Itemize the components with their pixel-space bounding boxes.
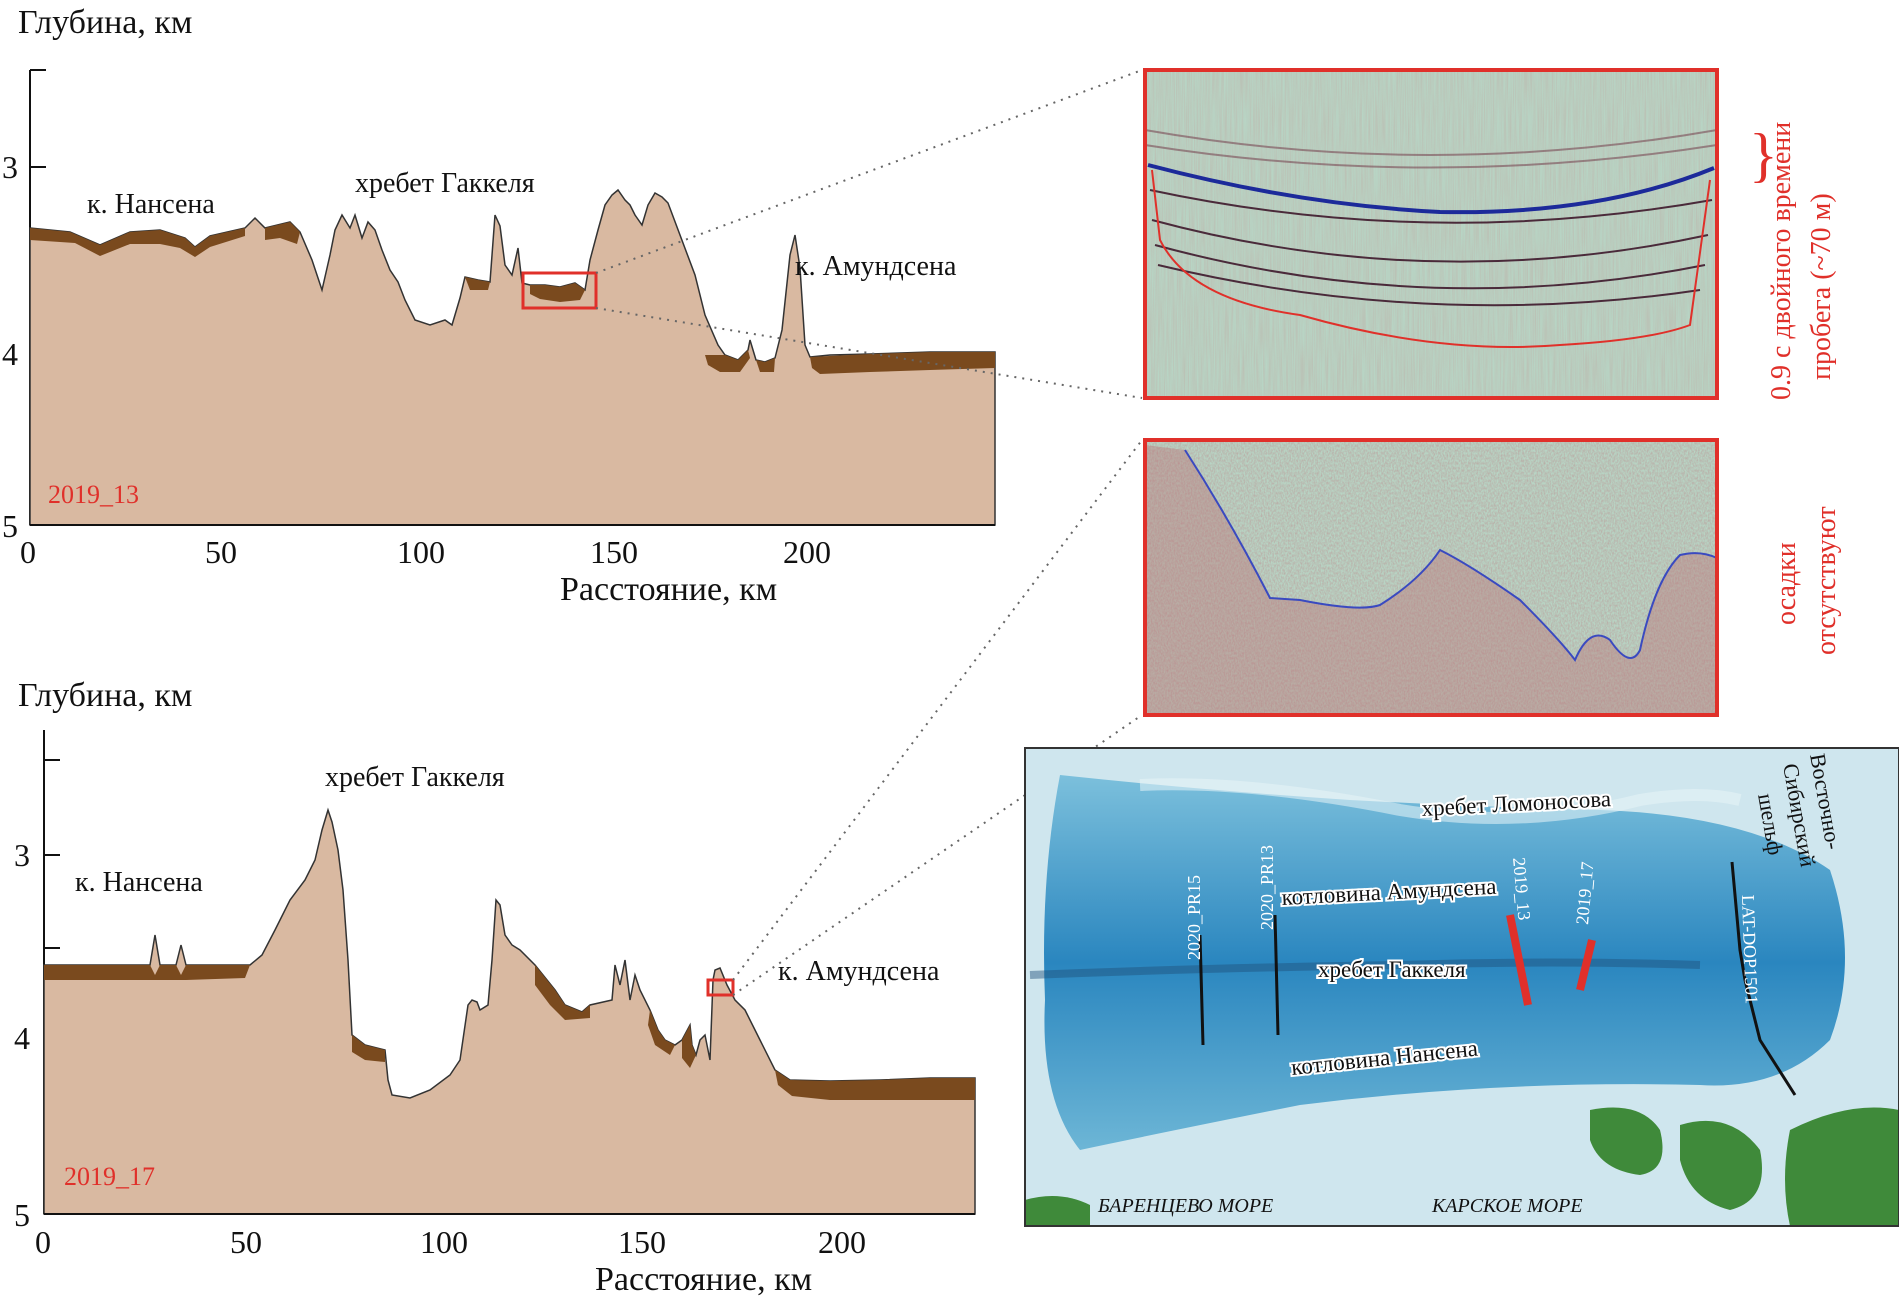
curly-brace: } bbox=[1749, 122, 1778, 188]
bottom-xlabel: Расстояние, км bbox=[595, 1261, 812, 1298]
top-x-tick-label: 100 bbox=[397, 534, 445, 570]
bottom-y-tick-label: 5 bbox=[14, 1197, 30, 1233]
bottom-x-tick-label: 100 bbox=[420, 1224, 468, 1260]
seismic-top-label-1: 0.9 с двойного времени bbox=[1766, 122, 1797, 400]
map-label-pr15: 2020_PR15 bbox=[1184, 875, 1204, 960]
land-mass bbox=[1590, 1107, 1663, 1175]
top-y-tick-label: 3 bbox=[2, 149, 18, 185]
bottom-x-tick-label: 0 bbox=[35, 1224, 51, 1260]
reflector bbox=[1149, 189, 1713, 224]
zoom-connectors bbox=[595, 69, 1143, 996]
seismic-top-noise bbox=[1145, 70, 1717, 398]
map-label-kara: КАРСКОЕ МОРЕ bbox=[1431, 1195, 1583, 1217]
bottom-x-tick-label: 50 bbox=[230, 1224, 262, 1260]
bottom-profile-id: 2019_17 bbox=[64, 1162, 155, 1191]
sediment-base-reflector bbox=[1151, 169, 1711, 348]
map-label-barents: БАРЕНЦЕВО МОРЕ bbox=[1097, 1195, 1273, 1217]
profile-line-pr15 bbox=[1198, 934, 1205, 1046]
seismic-top-frame bbox=[1143, 68, 1719, 400]
reflector bbox=[1151, 219, 1709, 263]
bottom-sediment bbox=[775, 1070, 975, 1100]
seismic-panel-top: } 0.9 с двойного времени пробега (~70 м) bbox=[1143, 68, 1837, 400]
top-x-tick-label: 200 bbox=[783, 534, 831, 570]
bottom-sediment bbox=[648, 1010, 675, 1055]
bottom-y-tick-label: 3 bbox=[14, 837, 30, 873]
top-y-tick-label: 4 bbox=[2, 336, 18, 372]
seismic-bottom-noise bbox=[1145, 440, 1717, 715]
top-xlabel: Расстояние, км bbox=[560, 571, 777, 608]
top-sediment bbox=[30, 228, 245, 257]
bottom-sediment bbox=[682, 1025, 696, 1068]
top-label-nansen: к. Нансена bbox=[87, 189, 215, 220]
top-ylabel: Глубина, км bbox=[18, 4, 192, 41]
bottom-label-gakkel: хребет Гаккеля bbox=[325, 762, 505, 793]
top-sediment bbox=[465, 277, 490, 290]
top-sediment bbox=[265, 222, 300, 244]
seismic-bottom-label-2: отсутствуют bbox=[1811, 506, 1842, 655]
top-sediment bbox=[756, 358, 775, 372]
reflector bbox=[1157, 264, 1701, 307]
profile-line-pr13 bbox=[1273, 914, 1280, 1036]
land-mass bbox=[1785, 1107, 1899, 1226]
gakkel-ridge-shape bbox=[1029, 958, 1701, 979]
bathymetry-map: хребет Ломоносова котловина Амундсена хр… bbox=[1024, 747, 1899, 1227]
map-label-latdop: LAT-DOP1501 bbox=[1738, 894, 1762, 1004]
bottom-sediment bbox=[535, 965, 590, 1020]
bottom-y-tick-label: 4 bbox=[14, 1020, 30, 1056]
profile-line-latdop bbox=[1730, 861, 1797, 1096]
lomonosov-ridge bbox=[1139, 778, 1742, 824]
map-frame bbox=[1024, 747, 1899, 1227]
reflector bbox=[1154, 244, 1706, 290]
bottom-x-tick-label: 150 bbox=[618, 1224, 666, 1260]
seafloor-reflector bbox=[1147, 163, 1715, 215]
seismic-top-label-2: пробега (~70 м) bbox=[1806, 193, 1837, 380]
bottom-label-amundsen: к. Амундсена bbox=[778, 956, 940, 987]
reflector bbox=[1144, 144, 1718, 169]
top-sediment bbox=[705, 350, 750, 372]
connector-line bbox=[595, 69, 1143, 274]
bottom-sediment bbox=[352, 1035, 385, 1062]
land-mass bbox=[1680, 1120, 1762, 1210]
top-label-gakkel: хребет Гаккеля bbox=[355, 168, 535, 199]
map-label-gakkel: хребет Гаккеля bbox=[1318, 957, 1466, 982]
top-sediment bbox=[810, 352, 995, 374]
top-sediment bbox=[530, 283, 585, 302]
seafloor-reflector bbox=[1184, 449, 1718, 662]
bottom-sediment bbox=[44, 965, 250, 980]
profile-line-2019-17 bbox=[1576, 939, 1596, 991]
top-x-tick-label: 150 bbox=[590, 534, 638, 570]
bottom-profile: Глубина, км 3 4 5 0 50 100 150 200 Расст… bbox=[14, 677, 976, 1298]
seismic-bottom-frame bbox=[1143, 438, 1719, 717]
top-y-tick-label: 5 bbox=[2, 508, 18, 544]
bottom-ylabel: Глубина, км bbox=[18, 677, 192, 714]
ocean-basin bbox=[1044, 775, 1845, 1150]
land-mass bbox=[1025, 1196, 1090, 1226]
seismic-panel-bottom: осадки отсутствуют bbox=[1143, 438, 1842, 717]
bottom-highlight-box bbox=[706, 978, 735, 997]
reflector bbox=[1144, 129, 1718, 156]
top-highlight-box bbox=[521, 271, 598, 310]
top-profile-id: 2019_13 bbox=[48, 480, 139, 509]
top-x-tick-label: 50 bbox=[205, 534, 237, 570]
bottom-label-nansen: к. Нансена bbox=[75, 867, 203, 898]
bottom-crust-body bbox=[43, 807, 976, 1215]
map-label-pr13: 2020_PR13 bbox=[1257, 845, 1277, 930]
top-x-tick-label: 0 bbox=[20, 534, 36, 570]
bottom-x-tick-label: 200 bbox=[818, 1224, 866, 1260]
connector-line bbox=[732, 439, 1143, 981]
top-label-amundsen: к. Амундсена bbox=[795, 251, 957, 282]
profile-line-2019-13 bbox=[1506, 914, 1532, 1006]
seismic-bottom-label-1: осадки bbox=[1771, 542, 1802, 625]
top-profile: Глубина, км 3 4 5 0 50 100 150 200 Расст… bbox=[2, 4, 996, 608]
